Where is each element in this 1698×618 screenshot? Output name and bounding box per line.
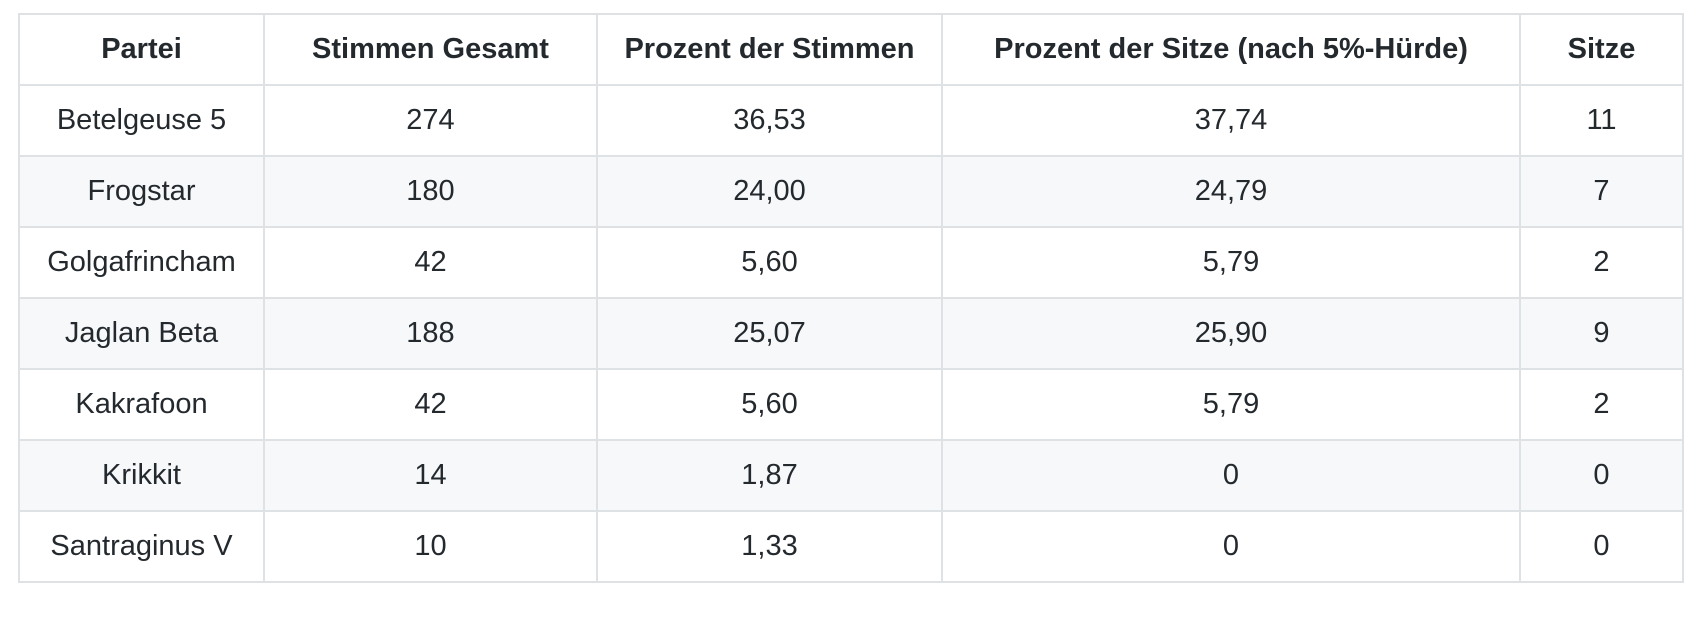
- cell-prozent-der-stimmen: 1,87: [596, 439, 943, 512]
- column-header-stimmen-gesamt: Stimmen Gesamt: [263, 13, 598, 86]
- cell-prozent-der-stimmen: 24,00: [596, 155, 943, 228]
- cell-partei: Kakrafoon: [18, 368, 265, 441]
- cell-prozent-der-sitze: 0: [941, 510, 1521, 583]
- cell-stimmen-gesamt: 42: [263, 226, 598, 299]
- cell-partei: Santraginus V: [18, 510, 265, 583]
- table-row-golgafrincham: Golgafrincham 42 5,60 5,79 2: [18, 226, 1684, 299]
- cell-prozent-der-sitze: 5,79: [941, 368, 1521, 441]
- cell-prozent-der-sitze: 25,90: [941, 297, 1521, 370]
- cell-stimmen-gesamt: 180: [263, 155, 598, 228]
- cell-sitze: 11: [1519, 84, 1684, 157]
- cell-sitze: 0: [1519, 510, 1684, 583]
- cell-partei: Krikkit: [18, 439, 265, 512]
- table-row-jaglan-beta: Jaglan Beta 188 25,07 25,90 9: [18, 297, 1684, 370]
- cell-prozent-der-stimmen: 25,07: [596, 297, 943, 370]
- cell-prozent-der-sitze: 24,79: [941, 155, 1521, 228]
- column-header-partei: Partei: [18, 13, 265, 86]
- cell-partei: Betelgeuse 5: [18, 84, 265, 157]
- column-header-prozent-der-stimmen: Prozent der Stimmen: [596, 13, 943, 86]
- cell-sitze: 7: [1519, 155, 1684, 228]
- cell-prozent-der-stimmen: 36,53: [596, 84, 943, 157]
- table-row-kakrafoon: Kakrafoon 42 5,60 5,79 2: [18, 368, 1684, 441]
- table-header-row: Partei Stimmen Gesamt Prozent der Stimme…: [18, 13, 1684, 86]
- cell-prozent-der-stimmen: 5,60: [596, 368, 943, 441]
- election-results-table: Partei Stimmen Gesamt Prozent der Stimme…: [18, 13, 1684, 583]
- cell-partei: Jaglan Beta: [18, 297, 265, 370]
- cell-stimmen-gesamt: 10: [263, 510, 598, 583]
- cell-partei: Golgafrincham: [18, 226, 265, 299]
- column-header-sitze: Sitze: [1519, 13, 1684, 86]
- cell-stimmen-gesamt: 274: [263, 84, 598, 157]
- cell-stimmen-gesamt: 14: [263, 439, 598, 512]
- table-row-frogstar: Frogstar 180 24,00 24,79 7: [18, 155, 1684, 228]
- cell-sitze: 9: [1519, 297, 1684, 370]
- cell-sitze: 0: [1519, 439, 1684, 512]
- cell-partei: Frogstar: [18, 155, 265, 228]
- cell-stimmen-gesamt: 42: [263, 368, 598, 441]
- cell-stimmen-gesamt: 188: [263, 297, 598, 370]
- table-row-betelgeuse-5: Betelgeuse 5 274 36,53 37,74 11: [18, 84, 1684, 157]
- cell-prozent-der-stimmen: 1,33: [596, 510, 943, 583]
- table-row-santraginus-v: Santraginus V 10 1,33 0 0: [18, 510, 1684, 583]
- table-row-krikkit: Krikkit 14 1,87 0 0: [18, 439, 1684, 512]
- cell-prozent-der-sitze: 37,74: [941, 84, 1521, 157]
- cell-prozent-der-sitze: 5,79: [941, 226, 1521, 299]
- cell-prozent-der-sitze: 0: [941, 439, 1521, 512]
- cell-sitze: 2: [1519, 368, 1684, 441]
- cell-prozent-der-stimmen: 5,60: [596, 226, 943, 299]
- cell-sitze: 2: [1519, 226, 1684, 299]
- column-header-prozent-der-sitze: Prozent der Sitze (nach 5%-Hürde): [941, 13, 1521, 86]
